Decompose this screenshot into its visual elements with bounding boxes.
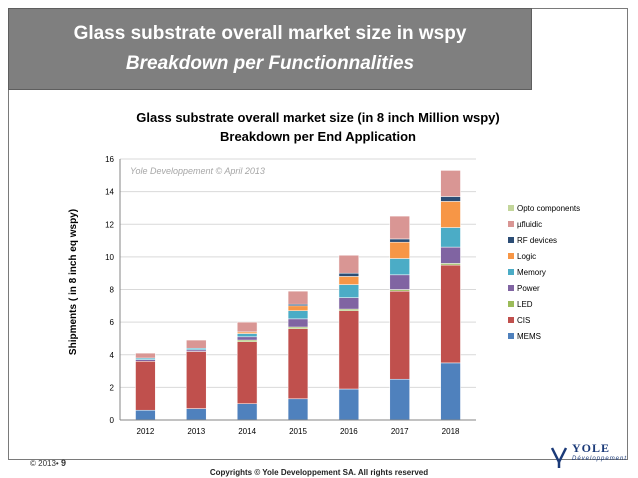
legend-swatch bbox=[508, 285, 514, 291]
bar-segment--fluidic bbox=[236, 321, 258, 333]
legend-swatch bbox=[508, 317, 514, 323]
y-tick-label: 14 bbox=[105, 188, 114, 197]
bar-segment-logic bbox=[287, 305, 309, 311]
bar-segment-rf-devices bbox=[389, 238, 410, 243]
bar-segment-cis bbox=[236, 341, 258, 404]
yole-logo-icon bbox=[550, 447, 568, 468]
bar-segment-cis bbox=[440, 264, 461, 364]
x-tick-label: 2014 bbox=[238, 427, 256, 436]
legend-label: µfluidic bbox=[517, 220, 542, 229]
logo-text: YOLE bbox=[572, 441, 611, 455]
x-tick-label: 2016 bbox=[340, 427, 358, 436]
y-axis-label: Shipments ( in 8 inch eq wspy) bbox=[68, 209, 79, 355]
x-tick-label: 2015 bbox=[289, 427, 307, 436]
bar-segment-power bbox=[440, 246, 461, 264]
legend-label: LED bbox=[517, 300, 533, 309]
bar-segment-cis bbox=[338, 310, 360, 390]
chart-subtitle: Breakdown per End Application bbox=[220, 129, 416, 144]
y-tick-label: 2 bbox=[110, 383, 115, 392]
banner-title: Glass substrate overall market size in w… bbox=[73, 23, 467, 44]
legend-label: Memory bbox=[517, 268, 546, 277]
bar-segment-memory bbox=[236, 333, 258, 338]
copyright-text: Copyrights © Yole Developpement SA. All … bbox=[209, 468, 429, 477]
bar-segment-cis bbox=[186, 351, 207, 409]
chart-title: Glass substrate overall market size (in … bbox=[136, 110, 499, 125]
bar-segment-mems bbox=[236, 403, 258, 421]
bar-segment--fluidic bbox=[287, 290, 309, 305]
bar-segment--fluidic bbox=[186, 339, 207, 349]
bar-segment-power bbox=[236, 336, 258, 341]
bar-segment-logic bbox=[338, 276, 360, 285]
y-tick-label: 4 bbox=[110, 351, 115, 360]
bar-segment-cis bbox=[135, 361, 156, 411]
legend-label: Logic bbox=[517, 252, 536, 261]
title-banner: Glass substrate overall market size in w… bbox=[8, 8, 532, 90]
legend-label: Power bbox=[517, 284, 540, 293]
bar-segment-mems bbox=[389, 378, 410, 421]
slide-number: © 2013• 9 bbox=[30, 458, 66, 468]
x-tick-label: 2012 bbox=[137, 427, 155, 436]
bar-segment-memory bbox=[440, 227, 461, 248]
y-tick-label: 10 bbox=[105, 253, 114, 262]
watermark-text: Yole Developpement © April 2013 bbox=[130, 166, 265, 176]
legend-swatch bbox=[508, 301, 514, 307]
y-tick-label: 0 bbox=[110, 416, 115, 425]
bar-segment--fluidic bbox=[440, 170, 461, 197]
bar-segment-power bbox=[287, 318, 309, 328]
bar-segment-mems bbox=[287, 398, 309, 421]
y-tick-label: 6 bbox=[110, 318, 115, 327]
bar-segment-power bbox=[389, 274, 410, 290]
bar-segment-rf-devices bbox=[440, 196, 461, 202]
legend-label: CIS bbox=[517, 316, 530, 325]
y-tick-label: 16 bbox=[105, 155, 114, 164]
bar-segment--fluidic bbox=[338, 254, 360, 274]
slide-number-prefix: © 2013• bbox=[30, 459, 59, 468]
legend-swatch bbox=[508, 237, 514, 243]
legend-swatch bbox=[508, 253, 514, 259]
legend-swatch bbox=[508, 221, 514, 227]
bar-segment-logic bbox=[440, 201, 461, 228]
legend-swatch bbox=[508, 205, 514, 211]
legend-label: RF devices bbox=[517, 236, 557, 245]
bar-segment-memory bbox=[389, 258, 410, 276]
bar-segment-cis bbox=[389, 290, 410, 380]
bar-segment-memory bbox=[287, 310, 309, 320]
legend-label: MEMS bbox=[517, 332, 541, 341]
bar-segment-power bbox=[338, 297, 360, 310]
y-tick-label: 12 bbox=[105, 220, 114, 229]
bar-segment-mems bbox=[135, 409, 156, 421]
bar-segment--fluidic bbox=[389, 215, 410, 240]
bar-segment-cis bbox=[287, 328, 309, 400]
x-tick-label: 2017 bbox=[391, 427, 409, 436]
logo-subtext: Développement bbox=[572, 456, 628, 462]
legend-swatch bbox=[508, 333, 514, 339]
bar-segment-mems bbox=[338, 388, 360, 421]
banner-subtitle: Breakdown per Functionnalities bbox=[125, 53, 415, 74]
legend-swatch bbox=[508, 269, 514, 275]
slide-number-value: 9 bbox=[60, 458, 66, 468]
x-tick-label: 2013 bbox=[187, 427, 205, 436]
bar-segment-logic bbox=[389, 241, 410, 259]
bar-segment--fluidic bbox=[135, 352, 156, 359]
y-tick-label: 8 bbox=[110, 286, 115, 295]
bar-segment-rf-devices bbox=[338, 272, 360, 277]
legend-label: Opto components bbox=[517, 204, 580, 213]
bar-segment-mems bbox=[440, 362, 461, 421]
x-tick-label: 2018 bbox=[442, 427, 460, 436]
bar-segment-mems bbox=[186, 408, 207, 421]
bar-segment-memory bbox=[338, 284, 360, 298]
